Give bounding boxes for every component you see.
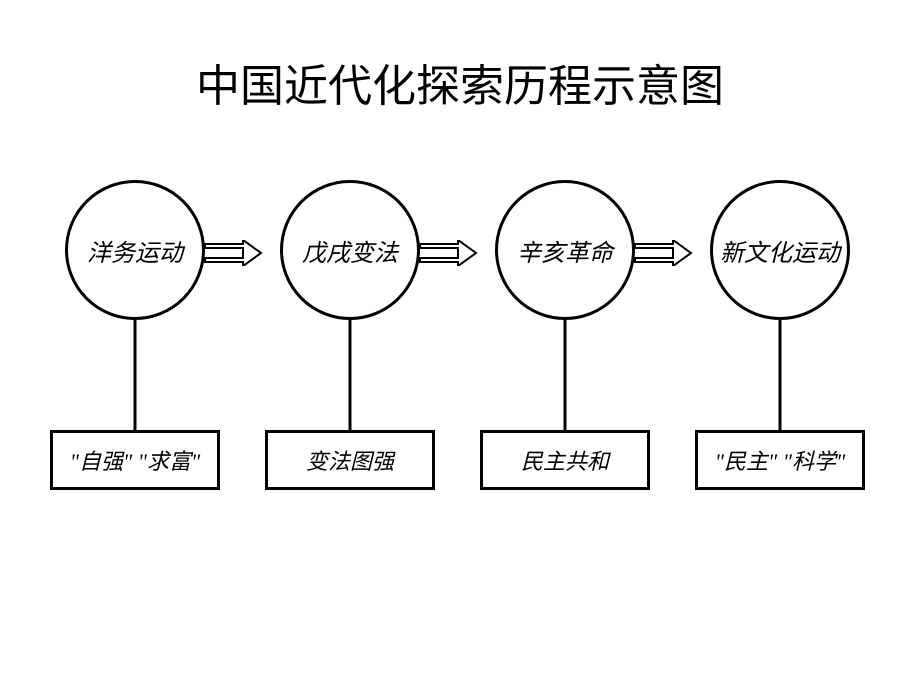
label-box: "民主" "科学" xyxy=(695,430,865,490)
connector-line xyxy=(134,320,137,430)
label-box: "自强" "求富" xyxy=(50,430,220,490)
connector-line xyxy=(564,320,567,430)
circle-label: 戊戌变法 xyxy=(302,233,398,268)
diagram-title: 中国近代化探索历程示意图 xyxy=(196,50,724,114)
circle-node: 戊戌变法 xyxy=(280,180,420,320)
box-label: "自强" "求富" xyxy=(70,444,200,476)
connector-line xyxy=(349,320,352,430)
circle-node: 新文化运动 xyxy=(710,180,850,320)
arrow-icon xyxy=(633,240,693,266)
label-box: 变法图强 xyxy=(265,430,435,490)
box-label: 变法图强 xyxy=(306,444,394,476)
circle-node: 辛亥革命 xyxy=(495,180,635,320)
node-xinhai: 辛亥革命 民主共和 xyxy=(485,180,645,320)
flowchart-diagram: 洋务运动 "自强" "求富" 戊戌变法 变法图强 辛亥革命 民主共和 xyxy=(55,180,865,540)
node-yangwu: 洋务运动 "自强" "求富" xyxy=(55,180,215,320)
label-box: 民主共和 xyxy=(480,430,650,490)
arrow-icon xyxy=(203,240,263,266)
circle-label: 新文化运动 xyxy=(720,233,840,268)
circle-label: 辛亥革命 xyxy=(517,233,613,268)
node-xinwenhua: 新文化运动 "民主" "科学" xyxy=(700,180,860,320)
circle-label: 洋务运动 xyxy=(87,233,183,268)
circle-node: 洋务运动 xyxy=(65,180,205,320)
node-wuxu: 戊戌变法 变法图强 xyxy=(270,180,430,320)
box-label: 民主共和 xyxy=(521,444,609,476)
arrow-icon xyxy=(418,240,478,266)
box-label: "民主" "科学" xyxy=(715,444,845,476)
connector-line xyxy=(779,320,782,430)
